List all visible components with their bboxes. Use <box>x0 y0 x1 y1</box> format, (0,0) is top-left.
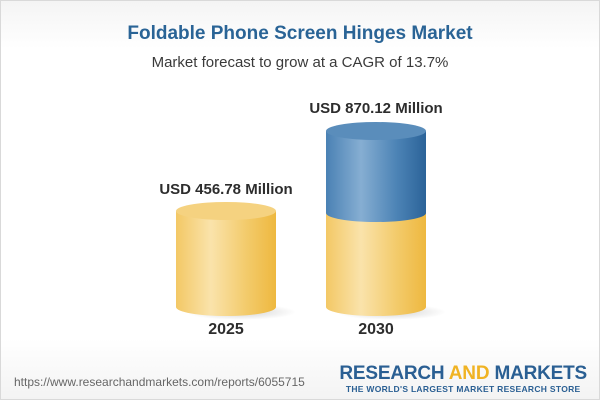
bar-2025 <box>176 202 296 320</box>
brand-and: AND <box>448 363 490 384</box>
x-tick-2030: 2030 <box>358 321 394 338</box>
x-tick-2025: 2025 <box>208 321 244 338</box>
bar-value-label-2025: USD 456.78 Million <box>159 181 293 198</box>
chart-title: Foldable Phone Screen Hinges Market <box>127 23 473 44</box>
brand-logo: RESEARCH AND MARKETS THE WORLD'S LARGEST… <box>339 363 587 395</box>
bar-value-label-2030: USD 870.12 Million <box>309 100 443 117</box>
chart-subtitle: Market forecast to grow at a CAGR of 13.… <box>151 54 449 71</box>
brand-research: RESEARCH <box>339 363 445 384</box>
source-url[interactable]: https://www.researchandmarkets.com/repor… <box>14 375 305 389</box>
brand-tagline: THE WORLD'S LARGEST MARKET RESEARCH STOR… <box>345 384 581 394</box>
bar-2030 <box>326 122 446 320</box>
brand-markets: MARKETS <box>494 363 587 384</box>
